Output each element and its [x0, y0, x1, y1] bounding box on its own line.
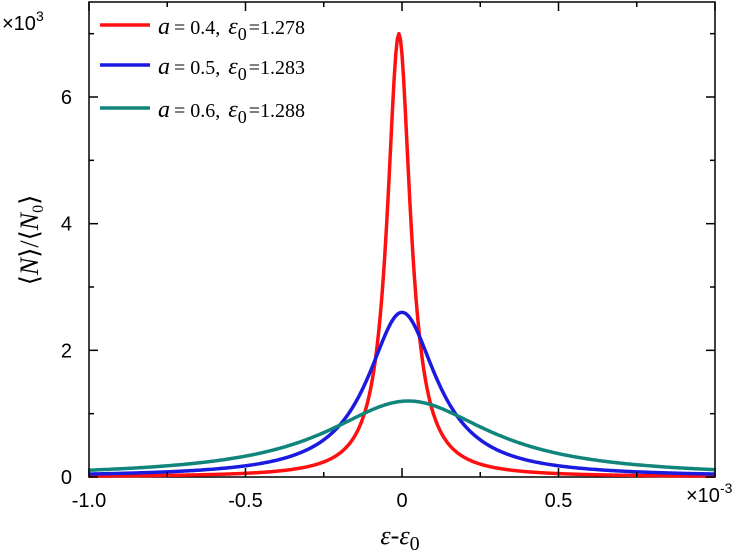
- x-multiplier: ×10-3: [686, 480, 733, 507]
- x-tick-label-1: -0.5: [228, 490, 262, 512]
- axis-ticks: [88, 2, 716, 478]
- y-tick-label-3: 6: [61, 87, 72, 109]
- legend-label-2: a = 0.6, ε0 =1.288: [158, 97, 305, 127]
- x-tick-label-0: -1.0: [72, 490, 106, 512]
- legend: a = 0.4, ε0 =1.278 a = 0.5, ε0 =1.283 a = 0.6, ε0 =…: [100, 14, 305, 127]
- y-multiplier: ×103: [2, 8, 44, 35]
- y-tick-label-1: 2: [61, 340, 72, 362]
- series-line-2: [88, 399, 716, 472]
- series-line-1: [88, 310, 716, 476]
- legend-item-1: a = 0.5, ε0 =1.283: [100, 54, 305, 84]
- y-axis-label: ⟨N⟩/⟨N0⟩: [15, 195, 47, 286]
- legend-label-1: a = 0.5, ε0 =1.283: [158, 54, 305, 84]
- x-tick-label-2: 0: [396, 490, 407, 512]
- x-tick-labels: -1.0 -0.5 0 0.5: [72, 490, 573, 512]
- y-tick-labels: 0 2 4 6: [61, 87, 72, 489]
- y-tick-label-0: 0: [61, 467, 72, 489]
- legend-label-0: a = 0.4, ε0 =1.278: [158, 14, 305, 44]
- series-lines: [88, 31, 716, 478]
- legend-item-0: a = 0.4, ε0 =1.278: [100, 14, 305, 44]
- svg-text:⟨N⟩/⟨N0⟩: ⟨N⟩/⟨N0⟩: [15, 195, 47, 286]
- y-tick-label-2: 4: [61, 214, 72, 236]
- legend-item-2: a = 0.6, ε0 =1.288: [100, 97, 305, 127]
- x-axis-label: ε-ε0: [380, 521, 419, 552]
- x-tick-label-3: 0.5: [545, 490, 573, 512]
- series-line-0: [88, 31, 716, 478]
